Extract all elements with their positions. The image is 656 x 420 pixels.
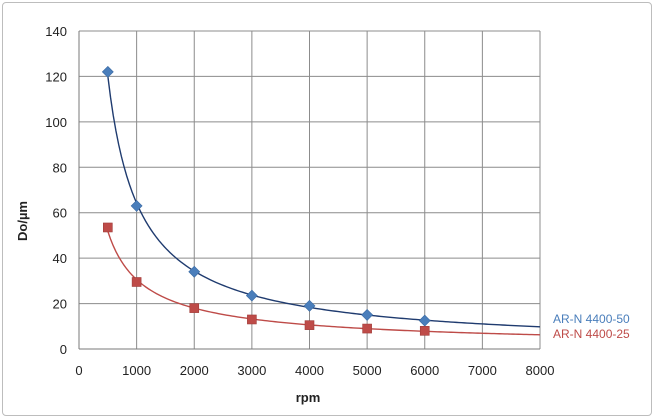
y-tick-label: 20 (53, 297, 67, 312)
x-tick-label: 4000 (295, 363, 324, 378)
x-tick-label: 7000 (468, 363, 497, 378)
x-tick-label: 5000 (353, 363, 382, 378)
data-point-ar-n-4400-50 (188, 265, 201, 278)
data-point-ar-n-4400-50 (303, 299, 316, 312)
data-point-ar-n-4400-25 (247, 314, 257, 325)
x-tick-label: 8000 (526, 363, 555, 378)
x-tick-label: 2000 (180, 363, 209, 378)
data-point-ar-n-4400-50 (101, 65, 114, 78)
data-point-ar-n-4400-50 (245, 289, 258, 302)
x-axis-ticks: 0 1000 2000 3000 4000 5000 6000 7000 8000 (75, 363, 554, 378)
data-point-ar-n-4400-25 (304, 320, 315, 330)
legend-entry-ar-n-4400-25: AR-N 4400-25 (553, 327, 630, 341)
trendline-ar-n-4400-50 (107, 75, 541, 328)
y-tick-label: 80 (53, 160, 67, 175)
x-tick-label: 6000 (410, 363, 439, 378)
y-axis-title: Do/µm (15, 201, 30, 241)
data-point-ar-n-4400-25 (189, 303, 200, 313)
data-point-ar-n-4400-50 (418, 314, 431, 327)
data-point-ar-n-4400-25 (362, 323, 372, 334)
y-tick-label: 100 (45, 115, 67, 130)
data-point-ar-n-4400-50 (361, 309, 374, 321)
x-tick-label: 3000 (237, 363, 266, 378)
trendline-ar-n-4400-25 (107, 231, 541, 336)
legend-entry-ar-n-4400-50: AR-N 4400-50 (553, 312, 630, 326)
x-tick-label: 0 (75, 363, 82, 378)
trendlines (107, 75, 541, 336)
data-point-ar-n-4400-25 (419, 326, 430, 336)
y-tick-label: 140 (45, 24, 67, 39)
data-points (101, 65, 431, 336)
data-point-ar-n-4400-50 (130, 199, 143, 212)
y-tick-label: 0 (60, 342, 67, 357)
data-point-ar-n-4400-25 (131, 277, 142, 287)
y-axis-ticks: 0 20 40 60 80 100 120 140 (45, 24, 67, 357)
x-tick-label: 1000 (122, 363, 151, 378)
grid (78, 30, 541, 350)
y-tick-label: 120 (45, 69, 67, 84)
data-point-ar-n-4400-25 (103, 222, 113, 233)
x-axis-title: rpm (296, 390, 321, 405)
y-tick-label: 60 (53, 206, 67, 221)
y-tick-label: 40 (53, 251, 67, 266)
